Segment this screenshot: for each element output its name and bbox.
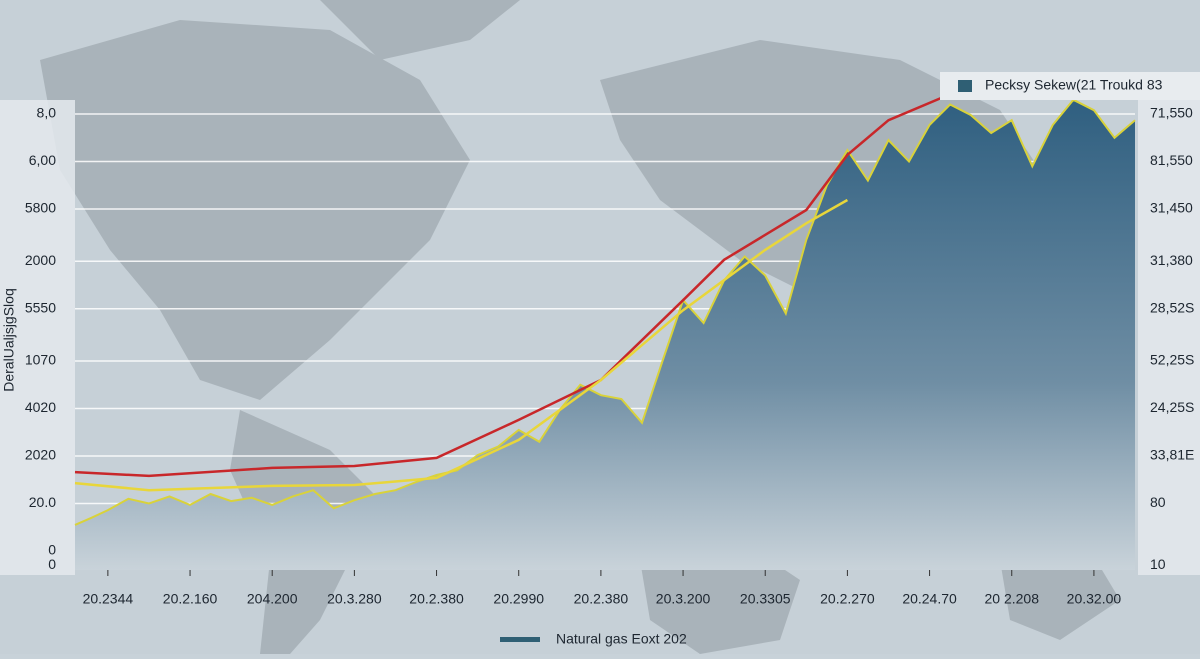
caption: Natural gas Eoxt 202 — [556, 631, 687, 647]
y-axis-label: DeralUaljsjgSloq — [1, 288, 17, 392]
line — [74, 198, 849, 492]
x-tick-label: 20.24.70 — [902, 591, 957, 607]
area-line — [74, 98, 1136, 526]
y-tick-label: 5550 — [25, 299, 56, 315]
x-tick-label: 204.200 — [247, 591, 298, 607]
y-tick-label: 4020 — [25, 399, 56, 415]
x-tick-label: 20.3.200 — [656, 591, 711, 607]
y2-tick-label: 71,550 — [1150, 105, 1193, 121]
y-tick-label: 0 — [48, 542, 56, 558]
x-tick-label: 20.3305 — [740, 591, 791, 607]
x-tick-label: 20.2.380 — [574, 591, 629, 607]
y2-tick-label: 31,450 — [1150, 200, 1193, 216]
y-tick-label: 6,00 — [29, 152, 56, 168]
y-tick-label: 2000 — [25, 252, 56, 268]
legend-box — [940, 72, 1200, 100]
y2-tick-label: 81,550 — [1150, 152, 1193, 168]
x-tick-label: 20.32.00 — [1067, 591, 1122, 607]
y-tick-label: 2020 — [25, 447, 56, 463]
y-tick-label: 1070 — [25, 352, 56, 368]
y-tick-label: 8,0 — [37, 105, 57, 121]
legend-label: Pecksy Sekew(21 Troukd 83 — [985, 77, 1163, 93]
right-panel — [1138, 100, 1200, 575]
y2-tick-label: 28,52S — [1150, 299, 1194, 315]
left-panel — [0, 100, 75, 575]
caption-swatch — [500, 637, 540, 642]
y-tick-label: 5800 — [25, 200, 56, 216]
x-tick-label: 20.2.270 — [820, 591, 875, 607]
y2-tick-label: 52,25S — [1150, 352, 1194, 368]
y2-tick-label: 33,81E — [1150, 447, 1194, 463]
y2-tick-label: 24,25S — [1150, 399, 1194, 415]
y2-tick-label: 80 — [1150, 494, 1166, 510]
x-tick-label: 20 2.208 — [984, 591, 1039, 607]
y-tick-label: 0 — [48, 556, 56, 572]
y2-tick-label: 31,380 — [1150, 252, 1193, 268]
x-tick-label: 20.2.160 — [163, 591, 218, 607]
y-tick-label: 20.0 — [29, 494, 56, 510]
legend-swatch — [958, 80, 972, 92]
x-tick-label: 20.3.280 — [327, 591, 382, 607]
x-tick-label: 20.2.380 — [409, 591, 464, 607]
area — [75, 99, 1135, 571]
y2-tick-label: 10 — [1150, 556, 1166, 572]
x-tick-label: 20.2990 — [493, 591, 544, 607]
x-tick-label: 20.2344 — [83, 591, 134, 607]
